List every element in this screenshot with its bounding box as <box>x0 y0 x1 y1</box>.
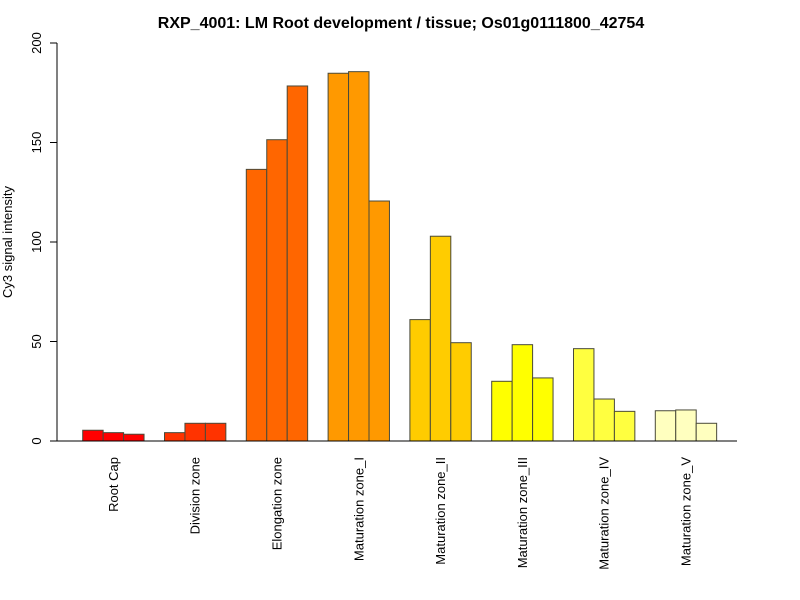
y-axis: 0 50 100 150 200 <box>29 32 58 445</box>
bar <box>695 422 718 442</box>
x-axis-labels: Root Cap Division zone Elongation zone Matu… <box>106 457 694 570</box>
bar <box>348 71 370 442</box>
bar <box>573 348 595 442</box>
bar <box>164 432 186 442</box>
bar-group <box>164 422 227 442</box>
bar-group <box>491 344 554 442</box>
chart-title: RXP_4001: LM Root development / tissue; … <box>158 15 645 32</box>
y-tick-label: 0 <box>29 437 44 444</box>
x-tick-label: Elongation zone <box>269 457 284 550</box>
bar <box>654 410 677 442</box>
x-tick-label: Maturation zone_I <box>351 457 366 561</box>
bar <box>450 342 472 442</box>
bar <box>245 168 268 442</box>
bar <box>368 200 390 442</box>
y-axis-label: Cy3 signal intensity <box>0 186 15 298</box>
bar-group <box>409 235 472 442</box>
y-tick-label: 200 <box>29 32 44 54</box>
y-tick-label: 100 <box>29 231 44 253</box>
bars <box>82 71 718 442</box>
x-tick-label: Root Cap <box>106 457 121 512</box>
bar <box>266 139 288 442</box>
bar <box>123 433 145 442</box>
bar <box>286 85 309 442</box>
bar <box>184 422 206 442</box>
bar <box>675 409 697 442</box>
x-tick-label: Maturation zone_II <box>433 457 448 565</box>
bar-group <box>654 409 718 442</box>
bar-group <box>82 429 145 442</box>
bar <box>327 72 350 442</box>
bar-group <box>327 71 390 442</box>
bar <box>82 429 104 442</box>
x-tick-label: Maturation zone_IV <box>597 457 612 570</box>
bar <box>532 377 554 442</box>
bar-group <box>245 85 309 442</box>
y-tick-label: 150 <box>29 132 44 154</box>
bar <box>511 344 534 442</box>
bar <box>429 235 452 442</box>
bar <box>204 422 227 442</box>
bar <box>102 432 125 442</box>
y-tick-label: 50 <box>29 334 44 348</box>
x-tick-label: Division zone <box>188 457 203 534</box>
x-tick-label: Maturation zone_V <box>678 457 693 566</box>
bar <box>613 410 636 442</box>
bar <box>491 380 513 442</box>
x-tick-label: Maturation zone_III <box>515 457 530 568</box>
bar <box>593 398 615 442</box>
bar <box>409 319 431 442</box>
bar-group <box>573 348 636 442</box>
